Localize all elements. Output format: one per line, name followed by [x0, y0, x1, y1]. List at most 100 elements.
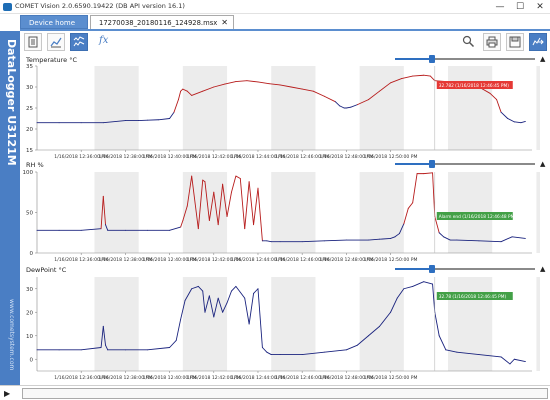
slider-thumb[interactable] — [429, 265, 435, 273]
series-segment — [489, 92, 498, 101]
panel-title-rh: RH % — [26, 161, 44, 169]
series-segment — [213, 297, 219, 318]
print-icon[interactable] — [483, 33, 501, 51]
x-tick-label: 1/16/2018 12:48:00 PM — [319, 375, 373, 381]
zoom-icon[interactable] — [460, 33, 478, 51]
series-segment — [438, 335, 447, 351]
report-icon[interactable] — [24, 33, 42, 51]
series-segment — [169, 339, 177, 348]
series-segment — [208, 295, 215, 318]
close-button[interactable]: ✕ — [536, 2, 544, 12]
series-segment — [412, 173, 418, 204]
series-segment — [100, 325, 104, 348]
series-segment — [100, 195, 104, 230]
series-segment — [186, 90, 193, 96]
x-tick-label: 1/16/2018 12:50:00 PM — [364, 257, 418, 263]
series-segment — [222, 302, 228, 313]
series-segment — [226, 290, 232, 304]
series-segment — [301, 88, 314, 92]
series-segment — [266, 351, 272, 356]
x-tick-label: 1/16/2018 12:40:00 PM — [143, 154, 197, 160]
time-scrollbar[interactable] — [22, 388, 548, 399]
panel-title-temperature: Temperature °C — [26, 56, 78, 64]
series-segment — [248, 293, 255, 325]
series-segment — [394, 233, 400, 238]
x-tick-label: 1/16/2018 12:42:00 PM — [187, 375, 241, 381]
series-segment — [182, 88, 188, 92]
series-segment — [158, 118, 171, 121]
collapse-arrow-icon[interactable]: ▲ — [540, 160, 546, 168]
x-tick-label: 1/16/2018 12:36:00 PM — [54, 375, 108, 381]
multi-chart-icon[interactable] — [70, 33, 88, 51]
slider-thumb[interactable] — [429, 160, 435, 168]
tab-device-home[interactable]: Device home — [20, 15, 88, 29]
x-tick-label: 1/16/2018 12:48:00 PM — [319, 154, 373, 160]
series-segment — [339, 105, 345, 109]
y-tick-label: 20 — [26, 127, 33, 133]
tab-file-label: 17270038_20180116_124928.msx — [99, 19, 218, 27]
series-segment — [235, 285, 246, 299]
series-segment — [478, 354, 502, 358]
series-segment — [204, 295, 210, 313]
series-segment — [217, 183, 224, 226]
series-segment — [102, 195, 106, 226]
panel-title-dewpoint: DewPoint °C — [26, 266, 67, 274]
series-segment — [345, 344, 358, 351]
series-segment — [350, 104, 358, 108]
series-segment — [356, 335, 369, 346]
series-segment — [368, 325, 380, 337]
series-segment — [507, 118, 515, 123]
marker-callout-text: 32.78 (1/16/2018 12:46:45 PM) — [439, 294, 507, 300]
series-segment — [147, 347, 171, 351]
x-tick-label: 1/16/2018 12:36:00 PM — [54, 257, 108, 263]
x-tick-label: 1/16/2018 12:38:00 PM — [98, 154, 152, 160]
series-segment — [169, 226, 182, 231]
series-segment — [257, 288, 263, 348]
slider-thumb[interactable] — [429, 55, 435, 63]
chart-icon[interactable] — [47, 33, 65, 51]
zoom-slider-temperature[interactable] — [395, 55, 535, 63]
series-segment — [175, 318, 182, 341]
collapse-arrow-icon[interactable]: ▲ — [540, 55, 546, 63]
x-tick-label: 1/16/2018 12:50:00 PM — [364, 375, 418, 381]
export-icon[interactable] — [529, 33, 547, 51]
series-segment — [390, 78, 403, 84]
zoom-slider-rh[interactable] — [395, 160, 535, 168]
y-tick-label: 10 — [26, 334, 33, 340]
app-icon — [3, 3, 12, 11]
zoom-slider-dewpoint[interactable] — [395, 265, 535, 273]
series-segment — [403, 285, 414, 290]
maximize-button[interactable]: ☐ — [515, 2, 525, 12]
collapse-arrow-icon[interactable]: ▲ — [540, 265, 546, 273]
chart-band — [271, 66, 316, 150]
chart-band — [448, 66, 493, 150]
series-segment — [80, 228, 102, 231]
series-segment — [226, 191, 232, 217]
function-icon[interactable]: fx — [99, 35, 109, 46]
sidebar-url[interactable]: www.cometsystem.com — [8, 299, 15, 371]
title-bar: COMET Vision 2.0.6590.19422 (DB API vers… — [0, 0, 550, 14]
minimize-button[interactable]: — — [495, 2, 505, 12]
series-segment — [456, 239, 480, 242]
play-icon[interactable]: ▶ — [4, 389, 11, 398]
tab-close-icon[interactable]: ✕ — [221, 18, 228, 27]
series-segment — [204, 181, 210, 222]
series-segment — [197, 179, 204, 230]
series-segment — [102, 120, 126, 124]
series-segment — [290, 86, 303, 90]
series-segment — [231, 285, 237, 292]
y-tick-label: 0 — [30, 357, 34, 363]
tab-file[interactable]: 17270038_20180116_124928.msx ✕ — [90, 15, 234, 30]
chart-band — [359, 66, 404, 150]
series-segment — [246, 80, 259, 83]
save-icon[interactable] — [506, 33, 524, 51]
series-segment — [244, 181, 250, 230]
x-tick-label: 1/16/2018 12:44:00 PM — [231, 375, 285, 381]
series-segment — [423, 74, 431, 77]
series-segment — [253, 187, 259, 226]
x-tick-label: 1/16/2018 12:40:00 PM — [143, 257, 197, 263]
x-tick-label: 1/16/2018 12:38:00 PM — [98, 257, 152, 263]
series-segment — [80, 347, 102, 351]
series-segment — [257, 81, 270, 85]
